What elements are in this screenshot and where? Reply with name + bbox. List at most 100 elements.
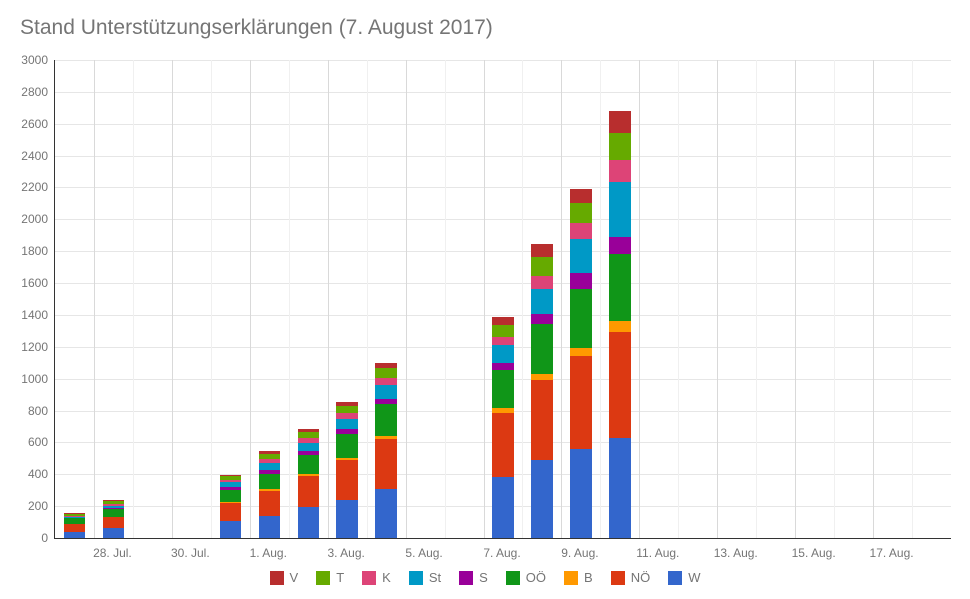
chart-legend-swatch xyxy=(668,571,682,585)
chart-bar-segment xyxy=(259,491,280,516)
chart-bar-segment xyxy=(531,276,552,289)
chart-bar-segment xyxy=(609,321,630,332)
chart-bar-segment xyxy=(336,500,357,538)
chart-gridline-x-major xyxy=(172,60,173,538)
chart-bar-segment xyxy=(570,239,591,273)
chart-bar-segment xyxy=(64,524,85,531)
chart-plot-area xyxy=(54,60,951,539)
chart-xtick-label: 28. Jul. xyxy=(93,546,132,560)
chart-bar xyxy=(492,317,513,538)
chart-bar-segment xyxy=(492,363,513,370)
chart-bar-segment xyxy=(492,370,513,408)
chart-legend-swatch xyxy=(316,571,330,585)
chart-bar-segment xyxy=(570,348,591,356)
chart-bar-segment xyxy=(609,182,630,237)
chart-gridline-x-major xyxy=(873,60,874,538)
chart-ytick-label: 2800 xyxy=(8,85,48,99)
chart-bar-segment xyxy=(609,332,630,437)
chart-xtick-label: 17. Aug. xyxy=(870,546,914,560)
chart-xtick-label: 1. Aug. xyxy=(250,546,287,560)
chart-bar-segment xyxy=(492,477,513,538)
chart-xtick-label: 15. Aug. xyxy=(792,546,836,560)
chart-gridline-y xyxy=(55,60,951,61)
chart-bar-segment xyxy=(64,532,85,538)
chart-bar-segment xyxy=(375,378,396,385)
chart-xtick-label: 9. Aug. xyxy=(561,546,598,560)
chart-bar xyxy=(531,244,552,538)
chart-gridline-x-major xyxy=(717,60,718,538)
chart-legend-label: W xyxy=(688,570,700,585)
chart-bar-segment xyxy=(375,439,396,489)
chart-bar-segment xyxy=(298,455,319,474)
chart-bar-segment xyxy=(531,324,552,374)
chart-ytick-label: 1600 xyxy=(8,276,48,290)
chart-gridline-y xyxy=(55,251,951,252)
chart-bar-segment xyxy=(375,385,396,399)
chart-bar-segment xyxy=(259,474,280,490)
chart-bar-segment xyxy=(609,237,630,255)
chart-gridline-x-minor xyxy=(600,60,601,538)
chart-bar-segment xyxy=(220,490,241,502)
chart-ytick-label: 1800 xyxy=(8,244,48,258)
chart-xtick-label: 13. Aug. xyxy=(714,546,758,560)
chart-gridline-x-minor xyxy=(912,60,913,538)
chart-gridline-x-minor xyxy=(445,60,446,538)
chart-bar-segment xyxy=(531,257,552,276)
chart-ytick-label: 600 xyxy=(8,435,48,449)
chart-legend-label: B xyxy=(584,570,593,585)
chart-xtick-label: 5. Aug. xyxy=(405,546,442,560)
chart-ytick-label: 1200 xyxy=(8,340,48,354)
chart-ytick-label: 2600 xyxy=(8,117,48,131)
chart-bar-segment xyxy=(336,460,357,500)
chart-ytick-label: 200 xyxy=(8,499,48,513)
chart-ytick-label: 0 xyxy=(8,531,48,545)
chart-legend-label: K xyxy=(382,570,391,585)
chart-legend-swatch xyxy=(459,571,473,585)
chart-legend-item: NÖ xyxy=(611,570,651,585)
chart-bar-segment xyxy=(259,516,280,538)
chart-bar-segment xyxy=(492,337,513,346)
chart-legend-item: K xyxy=(362,570,391,585)
chart-bar-segment xyxy=(570,289,591,348)
chart-bar xyxy=(259,451,280,538)
chart-bar-segment xyxy=(492,413,513,478)
chart-bar-segment xyxy=(492,317,513,324)
chart-bar-segment xyxy=(103,509,124,516)
chart-gridline-x-major xyxy=(250,60,251,538)
chart-bar-segment xyxy=(492,325,513,337)
chart-ytick-label: 3000 xyxy=(8,53,48,67)
chart-gridline-x-major xyxy=(561,60,562,538)
chart-gridline-x-major xyxy=(94,60,95,538)
chart-legend-swatch xyxy=(270,571,284,585)
chart-bar-segment xyxy=(570,273,591,289)
chart-ytick-label: 2200 xyxy=(8,180,48,194)
chart-legend-label: OÖ xyxy=(526,570,546,585)
chart-gridline-y xyxy=(55,315,951,316)
chart-ytick-label: 1000 xyxy=(8,372,48,386)
chart-bar xyxy=(570,189,591,538)
chart-bar-segment xyxy=(609,438,630,538)
chart-ytick-label: 400 xyxy=(8,467,48,481)
chart-legend-item: St xyxy=(409,570,441,585)
chart-legend-item: W xyxy=(668,570,700,585)
chart-gridline-x-minor xyxy=(289,60,290,538)
chart-bar-segment xyxy=(570,189,591,203)
chart-bar-segment xyxy=(570,203,591,224)
chart-gridline-x-minor xyxy=(211,60,212,538)
chart-bar xyxy=(220,475,241,538)
chart-legend-swatch xyxy=(362,571,376,585)
chart-xtick-label: 30. Jul. xyxy=(171,546,210,560)
chart-gridline-y xyxy=(55,156,951,157)
chart-gridline-x-major xyxy=(328,60,329,538)
chart-bar-segment xyxy=(298,443,319,451)
chart-legend-label: T xyxy=(336,570,344,585)
chart-bar-segment xyxy=(609,111,630,133)
chart-gridline-x-minor xyxy=(834,60,835,538)
chart-bar-segment xyxy=(375,368,396,378)
chart-gridline-x-minor xyxy=(133,60,134,538)
chart-gridline-x-minor xyxy=(756,60,757,538)
chart-bar-segment xyxy=(531,380,552,460)
chart-legend-label: V xyxy=(290,570,299,585)
chart-legend-label: S xyxy=(479,570,488,585)
chart-bar-segment xyxy=(103,517,124,527)
